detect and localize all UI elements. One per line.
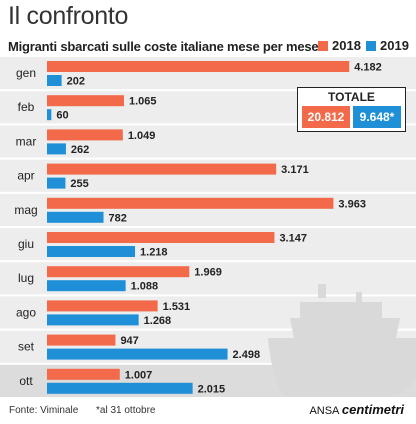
bar-2019-lug (47, 280, 126, 292)
month-label-ott: ott (19, 374, 33, 388)
legend-item-2018: 2018 (318, 38, 361, 53)
value-label-2019-gen: 202 (67, 76, 85, 88)
value-label-2018-set: 947 (120, 335, 138, 347)
value-label-2019-mag: 782 (109, 212, 127, 224)
legend-swatch-2019 (366, 41, 376, 51)
bar-2019-apr (47, 177, 66, 189)
value-label-2018-ott: 1.007 (125, 369, 153, 381)
totale-2018: 20.812 (302, 106, 350, 128)
value-label-2018-feb: 1.065 (129, 96, 157, 108)
ship-silhouette-icon (268, 284, 416, 396)
legend-label-2019: 2019 (380, 38, 409, 53)
value-label-2018-apr: 3.171 (281, 164, 309, 176)
bar-2019-mag (47, 211, 104, 223)
month-label-gen: gen (16, 66, 36, 80)
value-label-2018-lug: 1.969 (194, 267, 222, 279)
value-label-2018-ago: 1.531 (163, 301, 191, 313)
legend-item-2019: 2019 (366, 38, 409, 53)
bar-2019-set (47, 348, 228, 360)
totale-label: TOTALE (328, 90, 375, 104)
bar-2018-lug (47, 266, 190, 278)
bar-2018-mag (47, 197, 334, 209)
chart-title: Il confronto (8, 2, 129, 30)
value-label-2019-giu: 1.218 (140, 247, 168, 259)
totale-box: TOTALE 20.812 9.648* (297, 87, 406, 132)
legend-label-2018: 2018 (332, 38, 361, 53)
bar-2019-giu (47, 246, 136, 257)
value-label-2019-apr: 255 (70, 178, 88, 190)
value-label-2019-ago: 1.268 (144, 315, 172, 327)
month-label-ago: ago (16, 305, 36, 319)
month-label-apr: apr (17, 169, 34, 183)
footnote: *al 31 ottobre (96, 405, 156, 416)
bar-2019-gen (47, 75, 62, 86)
bar-2018-gen (47, 61, 350, 72)
value-label-2018-gen: 4.182 (354, 62, 382, 74)
brand-logo: ANSA centimetri (309, 402, 404, 417)
value-label-2019-feb: 60 (56, 110, 68, 122)
bar-2019-feb (47, 109, 52, 121)
bar-2018-ago (47, 300, 158, 312)
bar-2019-mar (47, 143, 66, 155)
chart-subtitle: Migranti sbarcati sulle coste italiane m… (8, 39, 319, 54)
month-label-mag: mag (14, 203, 37, 217)
bar-2018-set (47, 334, 116, 346)
brand-prefix: ANSA (309, 405, 339, 417)
bar-2018-apr (47, 163, 277, 175)
brand-name: centimetri (341, 402, 404, 417)
month-label-feb: feb (18, 100, 35, 114)
value-label-2019-lug: 1.088 (131, 281, 159, 293)
value-label-2019-set: 2.498 (233, 349, 261, 361)
month-label-lug: lug (18, 271, 34, 285)
value-label-2018-mag: 3.963 (338, 198, 366, 210)
value-label-2018-giu: 3.147 (279, 233, 307, 245)
value-label-2019-mar: 262 (71, 144, 89, 156)
legend-swatch-2018 (318, 41, 328, 51)
bar-2018-giu (47, 232, 275, 243)
month-label-mar: mar (16, 134, 37, 148)
bar-2019-ott (47, 382, 193, 394)
totale-2019: 9.648* (353, 106, 401, 128)
bar-2018-mar (47, 129, 123, 141)
bar-2018-ott (47, 368, 120, 380)
bar-2018-feb (47, 95, 124, 107)
source-note: Fonte: Viminale (9, 405, 79, 416)
value-label-2018-mar: 1.049 (128, 130, 156, 142)
month-label-giu: giu (18, 237, 34, 251)
month-label-set: set (18, 340, 35, 354)
value-label-2019-ott: 2.015 (198, 383, 226, 395)
bar-2019-ago (47, 314, 139, 326)
